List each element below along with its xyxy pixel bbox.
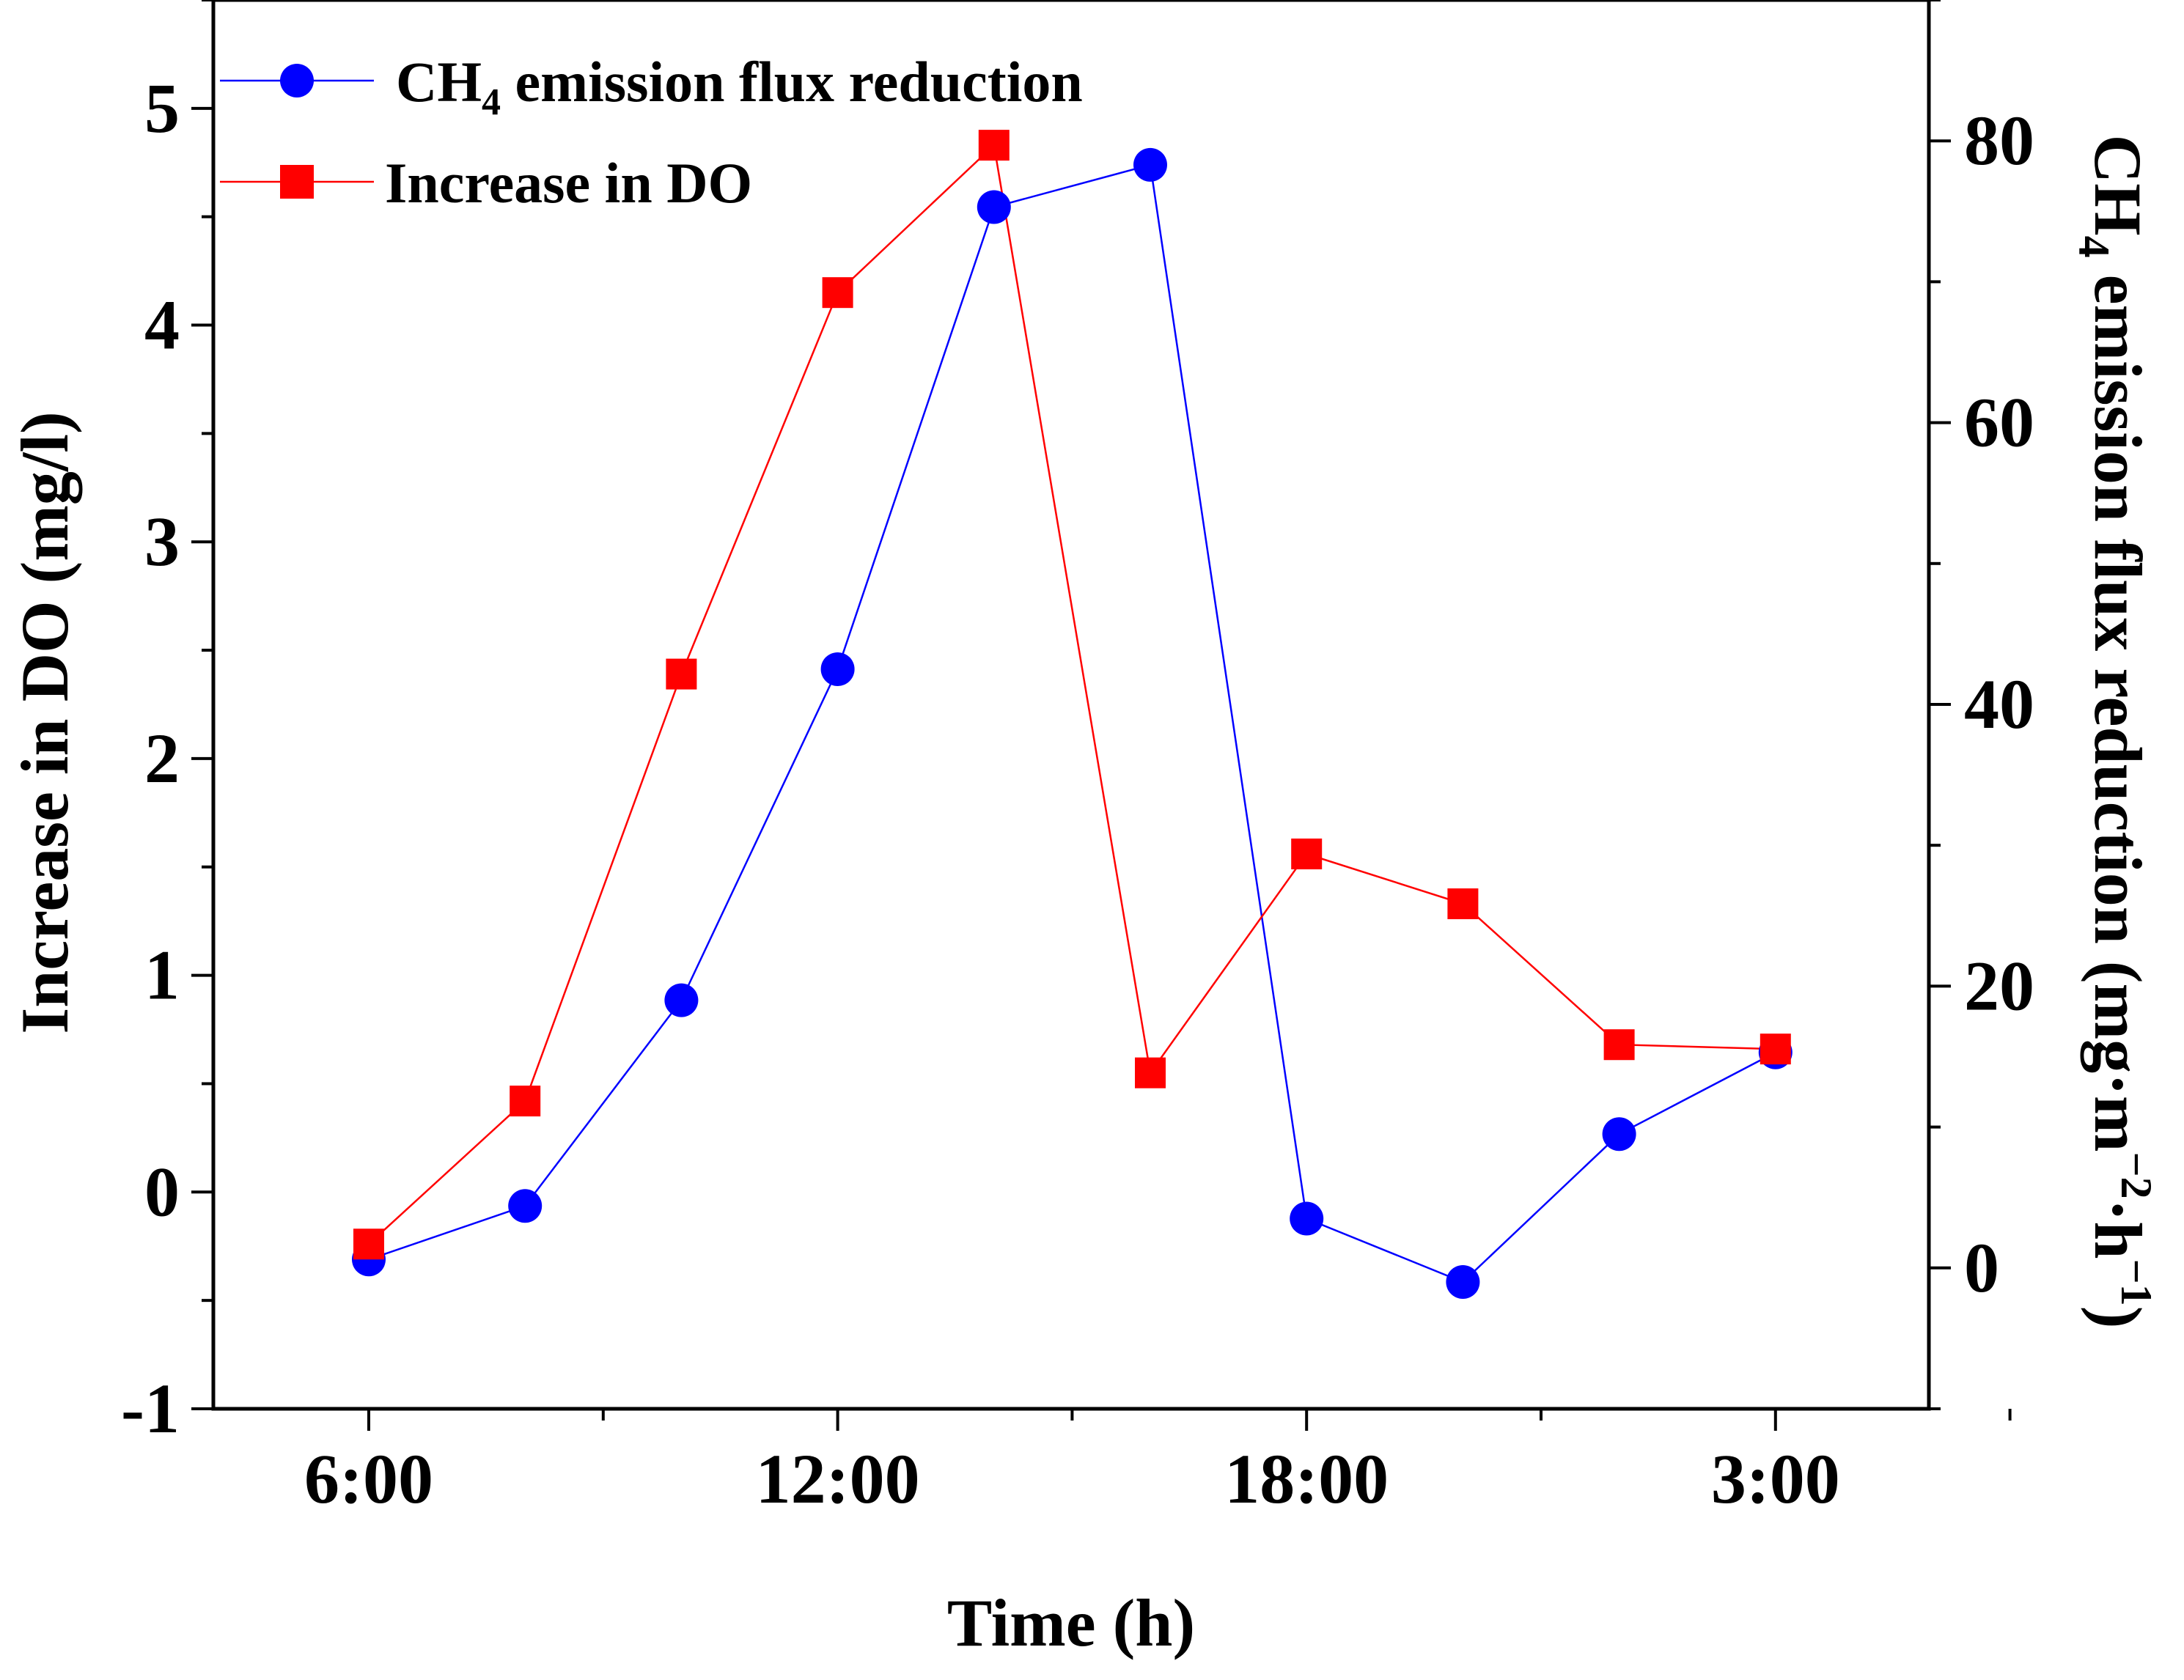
data-point-ch4	[1290, 1201, 1324, 1236]
x-tick-label: 18:00	[1224, 1440, 1389, 1518]
x-axis: 6:00 12:00 18:00 3:00	[304, 1409, 2012, 1518]
right-tick-label: 40	[1964, 665, 2034, 743]
right-tick-label: 0	[1964, 1228, 1999, 1307]
data-point-ch4	[820, 652, 855, 686]
data-point-ch4	[1446, 1265, 1480, 1300]
data-point-do	[666, 658, 697, 690]
x-tick-label: 12:00	[756, 1440, 920, 1518]
data-point-do	[1447, 888, 1479, 920]
legend-entry-do: Increase in DO	[220, 151, 752, 215]
legend-label-ch4: CH4 emission flux reduction	[396, 50, 1083, 123]
left-tick-label: 3	[144, 502, 180, 581]
data-point-do	[1603, 1029, 1635, 1061]
legend: CH4 emission flux reduction Increase in …	[220, 50, 1083, 215]
legend-label-do: Increase in DO	[385, 151, 752, 215]
x-tick-label: 6:00	[304, 1440, 433, 1518]
legend-marker-do	[280, 165, 314, 199]
series-markers	[352, 130, 1793, 1300]
x-tick-label: 3:00	[1711, 1440, 1840, 1518]
data-point-ch4	[1133, 147, 1167, 182]
data-point-do	[1135, 1057, 1166, 1088]
left-tick-label: 5	[144, 69, 180, 147]
data-point-do	[353, 1228, 384, 1260]
data-point-do	[1291, 839, 1323, 870]
right-axis-title-sup1: −2	[2112, 1152, 2161, 1198]
left-tick-label: 4	[144, 286, 180, 364]
data-point-do	[822, 277, 853, 309]
left-axis-title: Increase in DO (mg/l)	[7, 411, 82, 1034]
series-line-0	[368, 163, 1776, 1283]
right-axis-title-mid2: ·h	[2081, 1199, 2155, 1259]
data-point-do	[978, 130, 1010, 161]
right-axis-title-sup2: −1	[2112, 1259, 2161, 1306]
left-tick-label: 2	[144, 719, 180, 797]
data-point-ch4	[508, 1189, 543, 1223]
left-tick-label: 1	[144, 936, 180, 1014]
data-point-ch4	[664, 983, 699, 1017]
right-tick-label: 80	[1964, 101, 2034, 180]
right-axis-title-ch: CH	[2081, 135, 2155, 236]
right-tick-label: 20	[1964, 946, 2034, 1025]
right-axis-title: CH4 emission flux reduction (mg·m−2·h−1)	[2070, 135, 2161, 1329]
left-axis: -1 0 1 2 3 4 5	[121, 0, 213, 1448]
right-axis: 0 20 40 60 80	[1929, 0, 2034, 1410]
right-axis-title-sub: 4	[2070, 236, 2118, 258]
legend-entry-ch4: CH4 emission flux reduction	[220, 50, 1083, 123]
data-point-do	[510, 1086, 541, 1117]
x-axis-title: Time (h)	[947, 1585, 1195, 1660]
right-tick-label: 60	[1964, 383, 2034, 462]
left-tick-label: 0	[144, 1152, 180, 1231]
data-point-ch4	[1602, 1117, 1636, 1152]
data-point-do	[1760, 1034, 1791, 1065]
series-line-1	[368, 143, 1776, 1245]
right-axis-title-middle: emission flux reduction (mg·m	[2081, 258, 2155, 1152]
series-lines	[368, 143, 1776, 1283]
left-tick-label: -1	[121, 1369, 180, 1448]
data-point-ch4	[977, 190, 1011, 224]
right-axis-title-suffix: )	[2081, 1306, 2155, 1329]
legend-marker-ch4	[280, 64, 314, 97]
